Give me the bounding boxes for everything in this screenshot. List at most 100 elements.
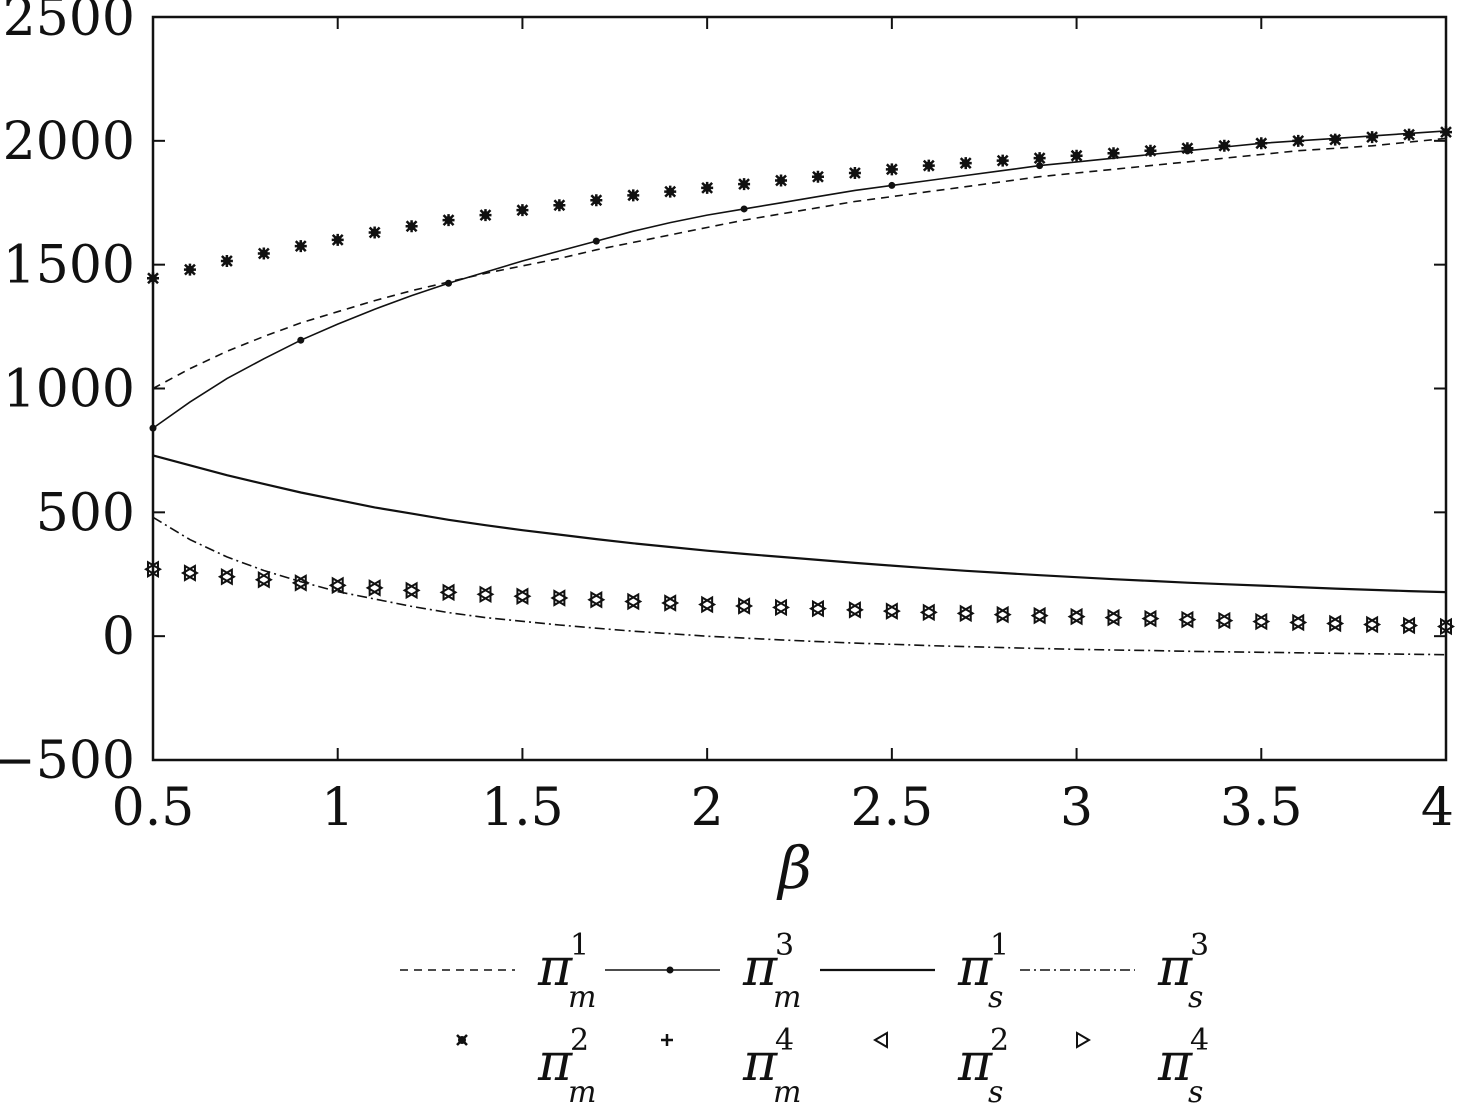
y-tick-label: 0 <box>102 607 135 667</box>
point-pi_m_4 <box>1070 149 1083 162</box>
point-pi_s_4 <box>996 605 1012 624</box>
legend-label-sup: 2 <box>990 1023 1009 1058</box>
point-pi_s_2 <box>291 574 307 592</box>
x-tick-label: 1.5 <box>481 778 564 838</box>
point-pi_s_4 <box>1181 610 1197 629</box>
series-line-pi_s_1 <box>152 454 1447 594</box>
point-pi_s_4 <box>1033 606 1049 625</box>
point-pi_s_2 <box>1030 606 1046 625</box>
legend-item-pi_s_2: π2 s <box>873 1023 1009 1109</box>
point-pi_m_4 <box>1292 134 1305 147</box>
point-pi_s_2 <box>328 576 344 595</box>
point-pi_s_4 <box>553 589 569 607</box>
point-pi_m_4 <box>1033 152 1046 165</box>
legend-label-main: π <box>742 1033 778 1093</box>
point-pi_s_2 <box>698 595 714 614</box>
point-pi_s_4 <box>1292 613 1308 632</box>
y-tick-label: −500 <box>0 731 135 791</box>
point-pi_m_4 <box>1107 147 1120 160</box>
point-pi_s_4 <box>1070 607 1086 626</box>
point-pi_s_2 <box>882 602 898 620</box>
point-pi_m_3 <box>888 181 896 189</box>
point-pi_s_2 <box>1178 610 1194 629</box>
point-pi_m_4 <box>701 181 714 194</box>
point-pi_s_2 <box>180 564 196 582</box>
point-pi_s_4 <box>368 579 384 597</box>
point-pi_m_4 <box>368 226 381 239</box>
x-tick-label: 2.5 <box>851 778 934 838</box>
legend-label-main: π <box>537 1033 573 1093</box>
point-pi_m_4 <box>516 204 529 217</box>
point-pi_s_2 <box>402 581 418 600</box>
point-pi_s_2 <box>919 603 935 622</box>
point-pi_s_2 <box>1141 609 1157 628</box>
point-pi_s_2 <box>365 579 381 597</box>
legend-label-sup: 3 <box>775 928 794 963</box>
point-pi_m_4 <box>1329 133 1342 146</box>
x-tick-label: 3 <box>1060 778 1093 838</box>
point-pi_m_4 <box>257 247 270 260</box>
point-pi_s_4 <box>775 598 791 617</box>
point-pi_s_2 <box>217 567 233 586</box>
point-pi_m_3 <box>445 279 453 287</box>
point-pi_s_4 <box>811 599 827 618</box>
point-pi_m_4 <box>479 209 492 222</box>
point-pi_s_2 <box>587 591 603 609</box>
point-pi_s_4 <box>516 587 532 606</box>
point-pi_s_4 <box>885 602 901 620</box>
legend-label-sup: 1 <box>990 928 1009 963</box>
point-pi_s_2 <box>476 585 492 604</box>
legend-label-main: π <box>742 938 778 998</box>
point-pi_s_4 <box>738 597 754 615</box>
series-line-pi_m_1 <box>152 137 1447 390</box>
legend-item-pi_s_3: π3 s <box>1020 928 1209 1015</box>
point-pi_s_2 <box>144 560 159 579</box>
point-pi_m_4 <box>959 157 972 170</box>
point-pi_s_4 <box>1403 616 1419 635</box>
point-pi_m_3 <box>149 424 157 432</box>
point-pi_s_4 <box>147 560 162 579</box>
point-pi_s_4 <box>1329 614 1345 633</box>
point-pi_s_4 <box>220 567 236 586</box>
legend-marker <box>873 1031 888 1049</box>
legend-label-sub: s <box>1188 980 1203 1015</box>
point-pi_s_4 <box>442 583 458 602</box>
point-pi_m_4 <box>1181 142 1194 155</box>
point-pi_m_4 <box>922 159 935 172</box>
legend-label-main: π <box>1157 938 1193 998</box>
point-pi_m_3 <box>740 205 748 213</box>
x-tick-label: 3.5 <box>1220 778 1303 838</box>
point-pi_s_2 <box>956 604 972 623</box>
point-pi_m_4 <box>627 189 640 202</box>
point-pi_s_4 <box>664 594 680 612</box>
point-pi_s_2 <box>808 599 824 618</box>
series-pi_s_2 <box>144 560 1452 636</box>
point-pi_s_2 <box>1252 612 1268 631</box>
y-tick-label: 1000 <box>3 360 135 420</box>
legend-label-main: π <box>957 938 993 998</box>
point-pi_m_4 <box>553 199 566 212</box>
legend-marker <box>456 1034 468 1046</box>
point-pi_s_2 <box>1067 607 1083 626</box>
point-pi_s_2 <box>439 583 455 602</box>
point-pi_m_4 <box>1440 126 1452 139</box>
series-pi_m_4 <box>147 126 1452 285</box>
point-pi_m_3 <box>297 336 305 344</box>
point-pi_m_4 <box>1144 144 1157 157</box>
point-pi_s_4 <box>848 601 864 619</box>
series-line-pi_s_3 <box>152 516 1447 656</box>
point-pi_m_4 <box>331 233 344 246</box>
legend-label-sup: 4 <box>775 1023 794 1058</box>
point-pi_s_2 <box>993 605 1009 624</box>
series-pi_s_3 <box>152 516 1447 656</box>
point-pi_m_4 <box>848 167 861 180</box>
series-pi_s_4 <box>147 560 1455 636</box>
point-pi_m_4 <box>147 272 159 285</box>
x-tick-label: 2 <box>691 778 724 838</box>
point-pi_m_4 <box>590 194 603 207</box>
point-pi_s_4 <box>183 564 199 582</box>
point-pi_s_2 <box>1104 608 1120 627</box>
x-tick-label: 1 <box>321 778 354 838</box>
point-pi_m_4 <box>1366 131 1379 144</box>
